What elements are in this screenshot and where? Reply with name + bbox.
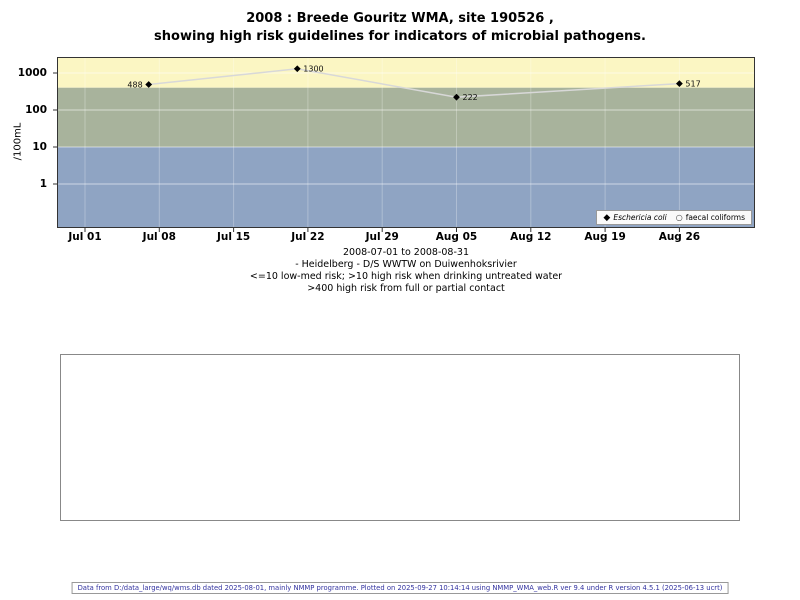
svg-text:488: 488 (127, 80, 142, 89)
legend-item-ecoli: ◆ Eschericia coli (603, 213, 666, 222)
x-tick-label: Jul 15 (216, 231, 251, 243)
chart-title-line1: 2008 : Breede Gouritz WMA, site 190526 , (246, 11, 554, 26)
open-circle-icon: ○ (675, 212, 683, 222)
caption: 2008-07-01 to 2008-08-31 - Heidelberg - … (57, 247, 755, 295)
y-tick-label: 1 (39, 178, 47, 190)
legend-label-faecal-coliforms: faecal coliforms (685, 213, 745, 222)
x-tick-label: Jul 01 (68, 231, 102, 243)
x-tick-label: Aug 26 (658, 231, 701, 243)
caption-risk-note-2: >400 high risk from full or partial cont… (307, 283, 505, 294)
svg-text:1300: 1300 (303, 65, 323, 74)
y-tick-label: 10 (32, 141, 47, 153)
x-tick-label: Aug 19 (584, 231, 626, 243)
x-tick-label: Jul 22 (291, 231, 325, 243)
chart-title-line2: showing high risk guidelines for indicat… (154, 29, 646, 44)
legend-label-ecoli: Eschericia coli (613, 213, 667, 222)
x-tick-label: Jul 29 (365, 231, 399, 243)
footer-note: Data from D:/data_large/wq/wms.db dated … (71, 582, 729, 594)
y-tick-label: 100 (25, 104, 47, 116)
legend: ◆ Eschericia coli ○ faecal coliforms (596, 210, 752, 225)
svg-text:517: 517 (685, 79, 700, 88)
chart-title: 2008 : Breede Gouritz WMA, site 190526 ,… (0, 10, 800, 46)
caption-site-description: - Heidelberg - D/S WWTW on Duiwenhoksriv… (295, 259, 517, 270)
y-axis-label: /100mL (12, 122, 24, 161)
caption-date-range: 2008-07-01 to 2008-08-31 (343, 247, 469, 258)
x-tick-label: Jul 08 (142, 231, 176, 243)
svg-text:222: 222 (463, 93, 478, 102)
empty-panel (60, 354, 740, 521)
caption-risk-note-1: <=10 low-med risk; >10 high risk when dr… (249, 271, 563, 282)
plot-area: 488 1300 222 517 ◆ Eschericia coli ○ faecal… (53, 57, 755, 232)
y-tick-label: 1000 (17, 67, 47, 79)
legend-item-faecal-coliforms: ○ faecal coliforms (676, 213, 745, 222)
chart-canvas: 488 1300 222 517 (53, 57, 755, 232)
x-tick-label: Aug 05 (435, 231, 478, 243)
filled-diamond-icon: ◆ (603, 212, 611, 223)
x-tick-label: Aug 12 (510, 231, 552, 243)
